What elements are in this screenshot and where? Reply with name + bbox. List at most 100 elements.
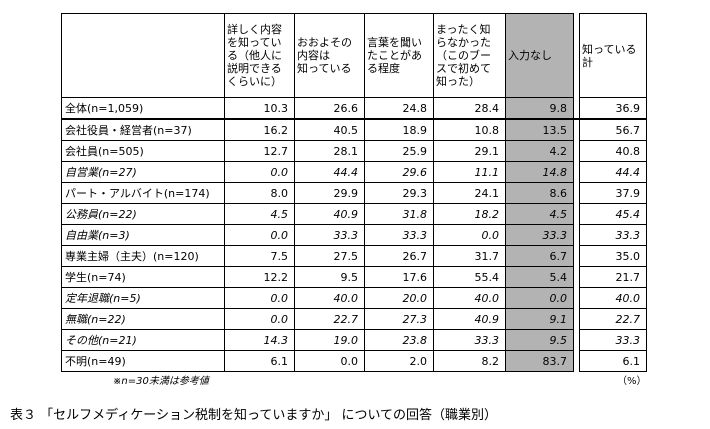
value-cell: 16.2 (224, 118, 295, 141)
value-cell: 33.3 (433, 329, 506, 351)
table-row: 専業主婦（主夫）(n=120) 7.5 27.5 26.7 31.7 6.7 35.0 (61, 245, 647, 267)
value-cell: 8.2 (433, 350, 506, 372)
value-cell: 0.0 (505, 287, 574, 309)
value-cell: 6.1 (224, 350, 295, 372)
table-row: その他(n=21) 14.3 19.0 23.8 33.3 9.5 33.3 (61, 329, 647, 351)
table-body: 全体(n=1,059) 10.3 26.6 24.8 28.4 9.8 36.9 会社役員・経… (61, 97, 647, 372)
table-row: 学生(n=74) 12.2 9.5 17.6 55.4 5.4 21.7 (61, 266, 647, 288)
value-cell: 4.2 (505, 140, 574, 162)
value-cell: 4.5 (224, 203, 295, 225)
value-cell: 7.5 (224, 245, 295, 267)
header-unknown: まったく知 らなかった （このブー スで初めて 知った） (433, 13, 506, 98)
value-cell: 27.5 (294, 245, 365, 267)
table-row: 公務員(n=22) 4.5 40.9 31.8 18.2 4.5 45.4 (61, 203, 647, 225)
value-cell: 33.3 (294, 224, 365, 246)
header-roughly: おおよその 内容は 知っている (294, 13, 365, 98)
value-cell: 45.4 (579, 203, 647, 225)
value-cell: 17.6 (364, 266, 434, 288)
value-cell: 6.7 (505, 245, 574, 267)
value-cell: 36.9 (579, 97, 647, 120)
value-cell: 24.1 (433, 182, 506, 204)
row-label: 専業主婦（主夫）(n=120) (61, 245, 225, 267)
table-row: 自由業(n=3) 0.0 33.3 33.3 0.0 33.3 33.3 (61, 224, 647, 246)
value-cell: 5.4 (505, 266, 574, 288)
value-cell: 11.1 (433, 161, 506, 183)
row-label: 会社役員・経営者(n=37) (61, 118, 225, 141)
header-row: 詳しく内容 を知ってい る（他人に 説明できる くらいに） おおよその 内容は … (61, 13, 647, 98)
value-cell: 29.6 (364, 161, 434, 183)
value-cell: 18.9 (364, 118, 434, 141)
table-row: 自営業(n=27) 0.0 44.4 29.6 11.1 14.8 44.4 (61, 161, 647, 183)
value-cell: 26.7 (364, 245, 434, 267)
value-cell: 8.6 (505, 182, 574, 204)
row-label: 学生(n=74) (61, 266, 225, 288)
row-label: 自由業(n=3) (61, 224, 225, 246)
value-cell: 28.1 (294, 140, 365, 162)
value-cell: 24.8 (364, 97, 434, 120)
value-cell: 12.7 (224, 140, 295, 162)
table-row: パート・アルバイト(n=174) 8.0 29.9 29.3 24.1 8.6 37.9 (61, 182, 647, 204)
table-row: 不明(n=49) 6.1 0.0 2.0 8.2 83.7 6.1 (61, 350, 647, 372)
value-cell: 20.0 (364, 287, 434, 309)
value-cell: 14.8 (505, 161, 574, 183)
value-cell: 13.5 (505, 118, 574, 141)
value-cell: 29.3 (364, 182, 434, 204)
value-cell: 19.0 (294, 329, 365, 351)
row-label: 自営業(n=27) (61, 161, 225, 183)
footnote: ※n=30未満は参考値 (113, 376, 209, 387)
header-detailed: 詳しく内容 を知ってい る（他人に 説明できる くらいに） (224, 13, 295, 98)
value-cell: 21.7 (579, 266, 647, 288)
value-cell: 33.3 (579, 329, 647, 351)
value-cell: 29.9 (294, 182, 365, 204)
value-cell: 25.9 (364, 140, 434, 162)
value-cell: 9.5 (505, 329, 574, 351)
value-cell: 27.3 (364, 308, 434, 330)
table-row: 会社員(n=505) 12.7 28.1 25.9 29.1 4.2 40.8 (61, 140, 647, 162)
value-cell: 40.9 (294, 203, 365, 225)
row-label: 不明(n=49) (61, 350, 225, 372)
value-cell: 44.4 (579, 161, 647, 183)
table-row: 全体(n=1,059) 10.3 26.6 24.8 28.4 9.8 36.9 (61, 97, 647, 120)
table-row: 無職(n=22) 0.0 22.7 27.3 40.9 9.1 22.7 (61, 308, 647, 330)
value-cell: 55.4 (433, 266, 506, 288)
header-blank (61, 13, 225, 98)
value-cell: 40.0 (294, 287, 365, 309)
value-cell: 18.2 (433, 203, 506, 225)
value-cell: 23.8 (364, 329, 434, 351)
value-cell: 40.0 (433, 287, 506, 309)
value-cell: 9.5 (294, 266, 365, 288)
value-cell: 37.9 (579, 182, 647, 204)
value-cell: 56.7 (579, 118, 647, 141)
row-label: 会社員(n=505) (61, 140, 225, 162)
value-cell: 83.7 (505, 350, 574, 372)
value-cell: 40.9 (433, 308, 506, 330)
survey-table: 詳しく内容 を知ってい る（他人に 説明できる くらいに） おおよその 内容は … (61, 13, 647, 372)
value-cell: 33.3 (364, 224, 434, 246)
value-cell: 0.0 (224, 308, 295, 330)
value-cell: 31.7 (433, 245, 506, 267)
row-label: その他(n=21) (61, 329, 225, 351)
value-cell: 40.0 (579, 287, 647, 309)
header-no-input: 入力なし (505, 13, 574, 98)
value-cell: 4.5 (505, 203, 574, 225)
value-cell: 0.0 (433, 224, 506, 246)
value-cell: 22.7 (579, 308, 647, 330)
value-cell: 40.8 (579, 140, 647, 162)
value-cell: 8.0 (224, 182, 295, 204)
value-cell: 0.0 (224, 287, 295, 309)
row-label: 公務員(n=22) (61, 203, 225, 225)
value-cell: 6.1 (579, 350, 647, 372)
value-cell: 9.8 (505, 97, 574, 120)
value-cell: 33.3 (505, 224, 574, 246)
value-cell: 9.1 (505, 308, 574, 330)
header-heard: 言葉を聞い たことがあ る程度 (364, 13, 434, 98)
value-cell: 12.2 (224, 266, 295, 288)
value-cell: 28.4 (433, 97, 506, 120)
row-label: 無職(n=22) (61, 308, 225, 330)
value-cell: 33.3 (579, 224, 647, 246)
value-cell: 31.8 (364, 203, 434, 225)
value-cell: 10.8 (433, 118, 506, 141)
row-label: 定年退職(n=5) (61, 287, 225, 309)
value-cell: 22.7 (294, 308, 365, 330)
value-cell: 35.0 (579, 245, 647, 267)
